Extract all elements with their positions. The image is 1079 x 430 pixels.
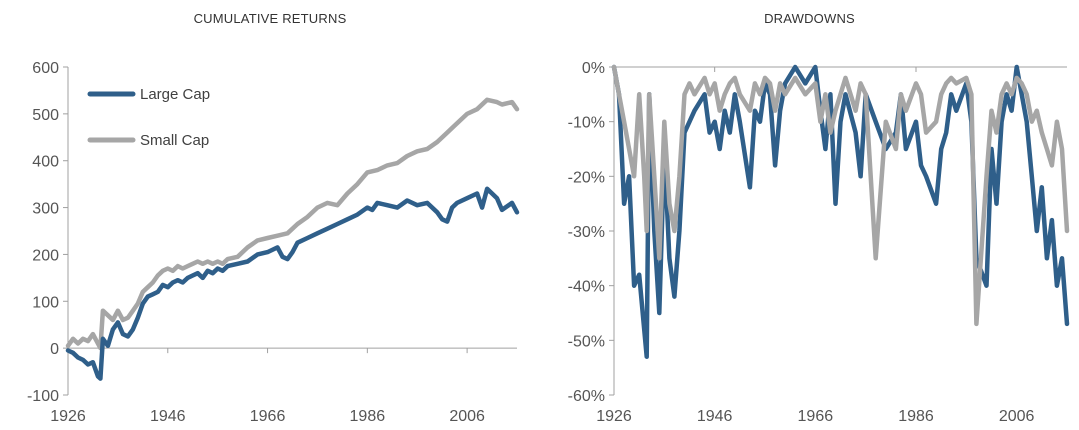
y-tick-label: -40% xyxy=(568,279,605,296)
y-tick-label: 0 xyxy=(50,341,59,358)
x-tick-label: 1946 xyxy=(697,408,733,425)
x-tick-label: 1946 xyxy=(150,408,186,425)
x-tick-label: 2006 xyxy=(999,408,1035,425)
large-cap-legend-label: Large Cap xyxy=(140,86,210,103)
x-tick-label: 1966 xyxy=(250,408,286,425)
y-tick-label: -10% xyxy=(568,115,605,132)
large-cap-series-line xyxy=(611,64,1070,359)
small-cap-legend-label: Small Cap xyxy=(140,132,209,149)
y-tick-label: 400 xyxy=(32,154,59,171)
y-tick-label: -100 xyxy=(27,388,59,405)
y-tick-label: -50% xyxy=(568,333,605,350)
drawdowns-chart: DRAWDOWNS 0% -10% -20% -30% -40% -50% -60% 1926… xyxy=(540,0,1079,430)
y-tick-label: 500 xyxy=(32,107,59,124)
x-tick-label: 1926 xyxy=(596,408,632,425)
y-tick-label: 300 xyxy=(32,201,59,218)
x-tick-label: 1986 xyxy=(350,408,386,425)
y-tick-label: -20% xyxy=(568,169,605,186)
x-tick-label: 1926 xyxy=(50,408,86,425)
x-tick-label: 1966 xyxy=(798,408,834,425)
small-cap-series-line xyxy=(65,97,520,351)
cumulative-returns-plot: -100 0 100 200 300 400 500 600 1926 1946 1966 1986 2… xyxy=(27,60,520,425)
x-tick-label: 1986 xyxy=(898,408,934,425)
cumulative-returns-chart: CUMULATIVE RETURNS -100 0 100 200 300 400 500 6… xyxy=(27,11,520,425)
chart-title: CUMULATIVE RETURNS xyxy=(193,11,347,26)
y-tick-label: 100 xyxy=(32,294,59,311)
drawdowns-plot: 0% -10% -20% -30% -40% -50% -60% 1926 1946 1966 19… xyxy=(568,60,1070,425)
y-tick-label: -60% xyxy=(568,388,605,405)
small-cap-series-line xyxy=(611,64,1070,327)
y-tick-label: 0% xyxy=(582,60,605,77)
chart-title: DRAWDOWNS xyxy=(764,11,855,26)
large-cap-series-line xyxy=(65,186,520,381)
x-tick-label: 2006 xyxy=(449,408,485,425)
y-tick-label: 600 xyxy=(32,60,59,77)
y-tick-label: -30% xyxy=(568,224,605,241)
y-tick-label: 200 xyxy=(32,247,59,264)
